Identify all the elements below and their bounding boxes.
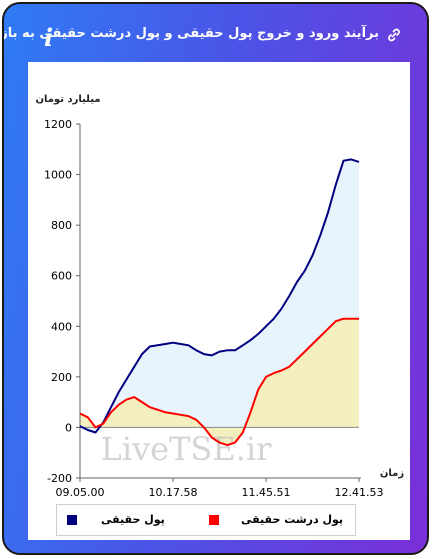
x-tick-label: 09.05.00 bbox=[56, 486, 105, 499]
legend-item-series-2[interactable]: پول درشت حقیقی bbox=[209, 513, 343, 526]
y-tick-label: 200 bbox=[51, 371, 72, 384]
series-line-2 bbox=[79, 317, 359, 447]
legend-label-real-money: پول حقیقی bbox=[101, 513, 165, 526]
x-tick-label: 10.17.58 bbox=[149, 486, 198, 499]
chart-title: برآیند ورود و خروج پول حقیقی و پول درشت … bbox=[2, 26, 379, 41]
series-area-2 bbox=[80, 318, 359, 446]
y-tick-label: 400 bbox=[51, 320, 72, 333]
y-tick-label: 1200 bbox=[44, 118, 72, 131]
legend-label-big-real-money: پول درشت حقیقی bbox=[241, 513, 344, 526]
y-tick-label: 1000 bbox=[44, 169, 72, 182]
x-axis-label: زمان bbox=[380, 468, 404, 479]
y-tick-label: 0 bbox=[65, 421, 72, 434]
chart-card: برآیند ورود و خروج پول حقیقی و پول درشت … bbox=[2, 2, 429, 555]
y-axis-label: میلیارد تومان bbox=[35, 94, 100, 105]
series-area-1 bbox=[80, 159, 359, 433]
y-tick-label: -200 bbox=[47, 472, 72, 485]
chart-legend: پول درشت حقیقی پول حقیقی bbox=[56, 504, 356, 536]
series-line-1 bbox=[79, 158, 360, 434]
y-tick-label: 600 bbox=[51, 270, 72, 283]
y-tick-label: 800 bbox=[51, 219, 72, 232]
info-icon[interactable]: i bbox=[44, 23, 54, 52]
chart-panel: LiveTSE.ir میلیارد تومان زمان -200 0 200 40… bbox=[28, 62, 410, 540]
legend-item-series-1[interactable]: پول حقیقی bbox=[67, 513, 165, 526]
x-tick-label: 11.45.51 bbox=[242, 486, 291, 499]
legend-swatch-navy bbox=[67, 514, 77, 525]
card-header: برآیند ورود و خروج پول حقیقی و پول درشت … bbox=[4, 4, 427, 64]
watermark-text: LiveTSE.ir bbox=[101, 430, 273, 468]
link-icon[interactable] bbox=[385, 26, 403, 44]
legend-swatch-red bbox=[209, 514, 219, 525]
x-tick-label: 12.41.53 bbox=[335, 486, 384, 499]
area-chart: LiveTSE.ir میلیارد تومان زمان -200 0 200 40… bbox=[35, 94, 404, 499]
